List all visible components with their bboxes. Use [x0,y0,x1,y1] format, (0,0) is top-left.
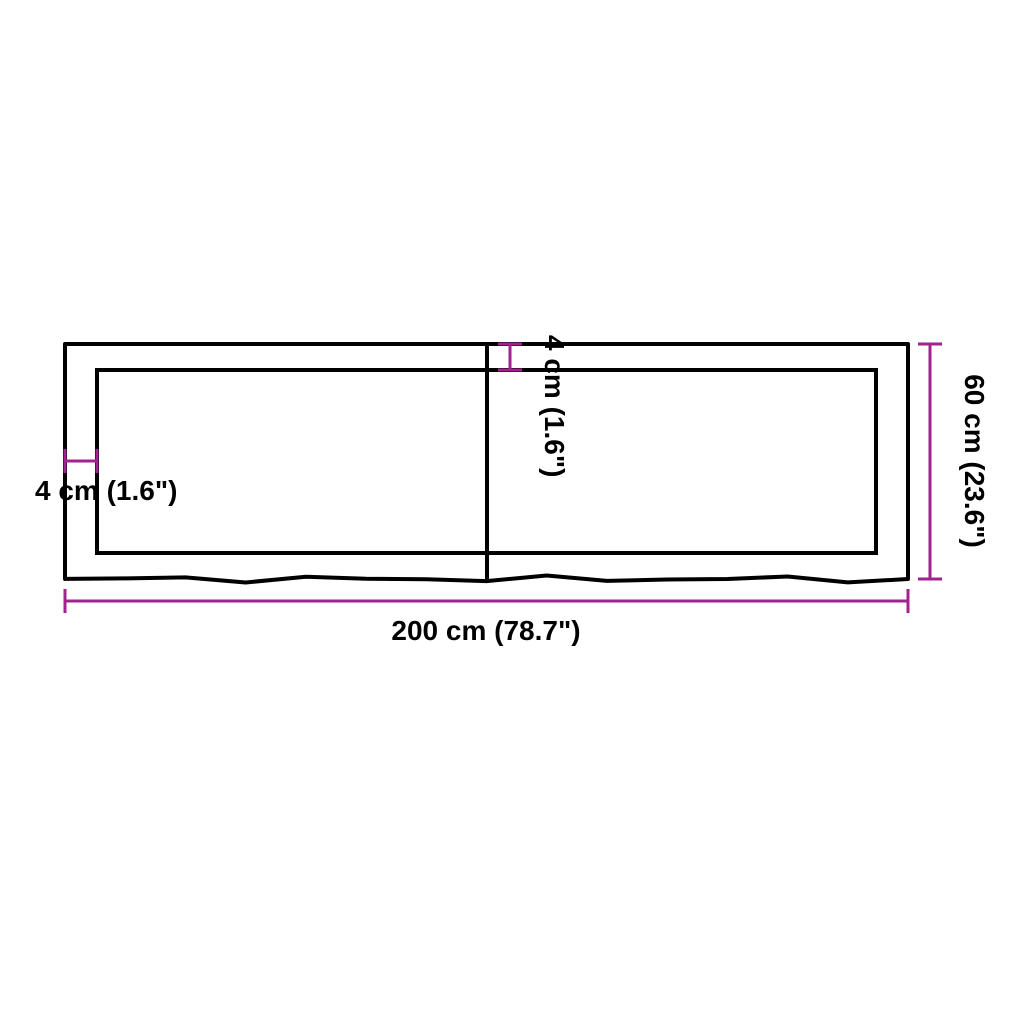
dimension-label: 4 cm (1.6") [539,335,570,477]
dimension-label: 60 cm (23.6") [959,374,990,548]
dimension-diagram: 200 cm (78.7") 60 cm (23.6") 4 cm (1.6") 4 … [0,0,1024,1024]
dimension-label: 4 cm (1.6") [35,475,177,506]
dimension-label: 200 cm (78.7") [391,615,580,646]
